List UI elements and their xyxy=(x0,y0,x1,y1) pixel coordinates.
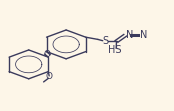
Text: N: N xyxy=(140,30,147,40)
Text: HS: HS xyxy=(108,45,121,55)
Text: O: O xyxy=(44,50,51,59)
Text: S: S xyxy=(102,36,108,46)
Text: N: N xyxy=(126,30,133,40)
Text: O: O xyxy=(46,72,53,81)
